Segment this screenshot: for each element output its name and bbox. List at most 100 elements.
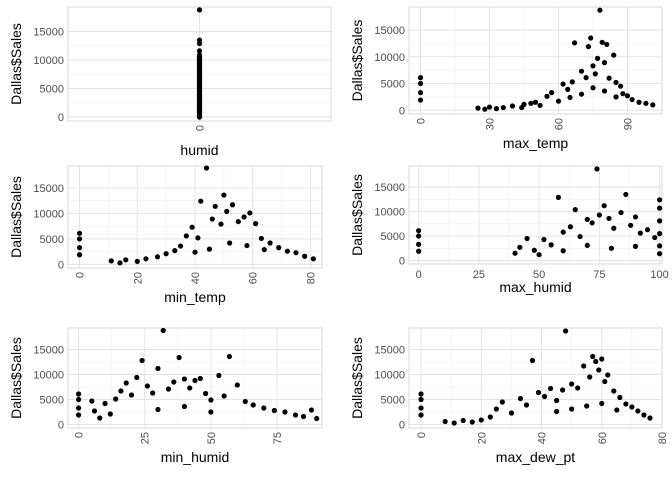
- data-point: [416, 228, 422, 234]
- data-point: [535, 389, 542, 396]
- data-point: [314, 415, 320, 422]
- data-point: [171, 379, 177, 385]
- data-point: [247, 210, 253, 216]
- data-point: [139, 357, 145, 364]
- data-point: [300, 413, 307, 420]
- y-axis-title: Dallas$Sales: [8, 23, 24, 105]
- x-tick-label: 20: [132, 272, 144, 284]
- data-point: [569, 406, 575, 412]
- data-point: [605, 372, 611, 378]
- x-tick-label: 0: [195, 125, 207, 131]
- data-point: [635, 408, 641, 414]
- data-point: [76, 236, 83, 242]
- data-point: [597, 7, 603, 13]
- x-tick-label: 40: [190, 272, 202, 284]
- y-tick-label: 10000: [374, 370, 405, 382]
- data-point: [486, 104, 493, 110]
- y-axis-title: Dallas$Sales: [8, 337, 24, 419]
- data-point: [242, 398, 248, 405]
- data-point: [548, 242, 554, 248]
- x-axis-title: humid: [180, 142, 218, 158]
- data-point: [656, 218, 663, 224]
- data-point: [493, 106, 499, 112]
- y-tick-label: 5000: [381, 231, 405, 243]
- scatter-panel-humid: 0 5000 10000 15000 0 humid Dallas$Sales: [8, 6, 332, 158]
- data-point: [572, 207, 578, 213]
- data-point: [292, 412, 299, 418]
- data-point: [584, 216, 590, 223]
- y-tick-label: 15000: [33, 183, 64, 195]
- data-point: [606, 215, 612, 222]
- data-point: [416, 248, 422, 254]
- data-point: [585, 43, 592, 50]
- y-tick-label: 15000: [33, 345, 64, 357]
- x-tick-label: 0: [416, 432, 428, 438]
- data-point: [475, 105, 481, 111]
- data-point: [208, 409, 214, 415]
- data-point: [75, 391, 82, 397]
- data-point: [656, 231, 663, 237]
- data-point: [541, 393, 548, 400]
- data-point: [563, 328, 569, 334]
- data-point: [418, 405, 424, 411]
- data-point: [517, 244, 523, 250]
- data-point: [244, 242, 250, 249]
- x-tick-label: 25: [473, 269, 485, 281]
- data-point: [583, 75, 589, 81]
- data-point: [253, 221, 259, 227]
- data-point: [241, 214, 247, 220]
- data-point: [261, 405, 267, 411]
- data-point: [596, 367, 602, 373]
- data-point: [620, 91, 626, 97]
- data-point: [198, 198, 204, 204]
- x-axis-title: min_humid: [161, 449, 229, 465]
- y-tick-label: 5000: [40, 395, 64, 407]
- data-point: [656, 197, 663, 203]
- data-point: [302, 253, 308, 259]
- data-point: [181, 403, 188, 410]
- data-point: [523, 402, 530, 408]
- y-axis-title: Dallas$Sales: [349, 20, 365, 102]
- data-point: [107, 411, 113, 417]
- y-tick-label: 15000: [374, 345, 405, 357]
- data-point: [569, 79, 575, 85]
- data-point: [224, 208, 230, 214]
- data-point: [567, 224, 574, 230]
- x-tick-label: 60: [248, 272, 260, 284]
- data-point: [590, 63, 596, 69]
- data-point: [599, 400, 605, 407]
- data-point: [91, 408, 98, 414]
- data-point: [565, 86, 571, 92]
- data-point: [234, 382, 240, 388]
- data-point: [637, 230, 643, 236]
- x-tick-label: 25: [140, 432, 152, 444]
- data-point: [451, 420, 457, 426]
- data-point: [521, 101, 527, 107]
- data-point: [418, 391, 424, 397]
- data-point: [611, 52, 617, 58]
- y-tick-label: 0: [399, 105, 405, 117]
- scatter-panel-max-dew-pt: 0 5000 10000 15000 0 20 40 60 80 max_dew_pt Dallas…: [349, 327, 669, 465]
- data-point: [587, 374, 593, 380]
- data-point: [418, 412, 424, 418]
- data-point: [553, 397, 560, 404]
- data-point: [197, 375, 203, 382]
- x-tick-label: 0: [74, 432, 86, 438]
- data-point: [143, 256, 149, 262]
- data-point: [560, 248, 566, 254]
- data-point: [508, 410, 515, 416]
- data-point: [418, 396, 424, 403]
- data-point: [536, 252, 542, 258]
- data-point: [581, 363, 587, 369]
- data-point: [493, 406, 499, 412]
- y-tick-label: 10000: [33, 55, 64, 67]
- y-tick-label: 0: [58, 259, 64, 271]
- y-tick-label: 15000: [33, 27, 64, 39]
- data-point: [656, 243, 663, 249]
- data-point: [250, 402, 256, 408]
- y-tick-label: 5000: [40, 84, 64, 96]
- x-tick-label: 100: [650, 269, 668, 281]
- data-point: [652, 234, 658, 241]
- data-point: [656, 251, 663, 257]
- x-tick-label: 20: [476, 432, 488, 444]
